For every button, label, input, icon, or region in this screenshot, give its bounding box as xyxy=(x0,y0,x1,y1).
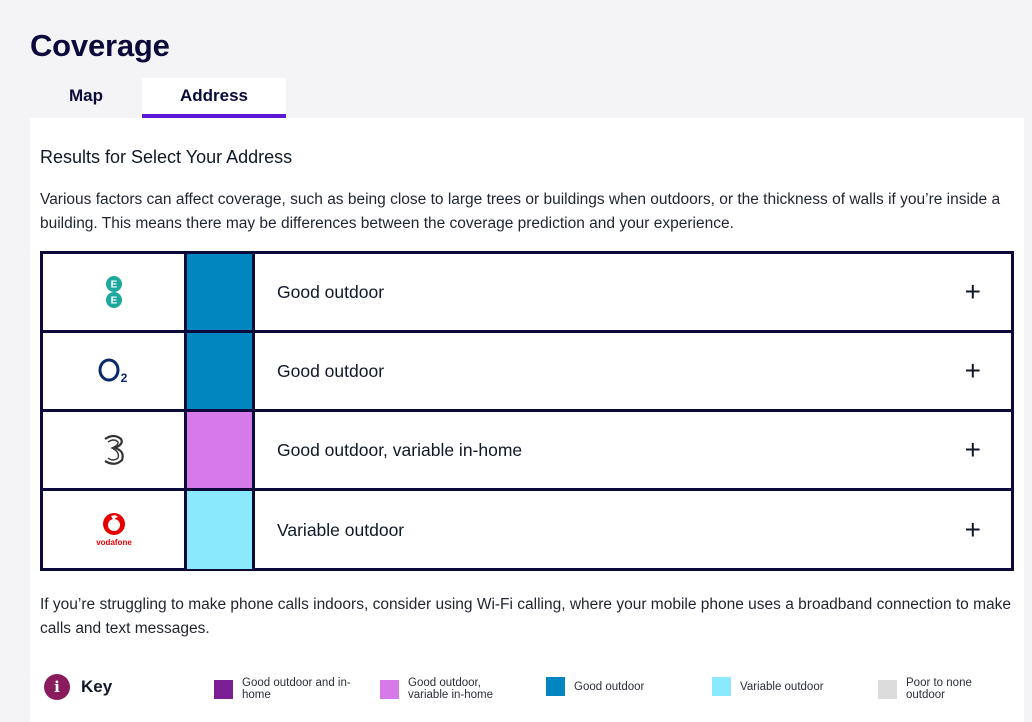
coverage-swatch xyxy=(187,254,255,330)
key-item: Poor to none outdoor xyxy=(878,677,1006,701)
key-label: Good outdoor and in-home xyxy=(242,677,351,701)
coverage-status: Variable outdoor xyxy=(277,519,405,540)
network-row-ee[interactable]: E E Good outdoor + xyxy=(43,254,1011,333)
tab-map[interactable]: Map xyxy=(69,86,103,105)
network-row-o2[interactable]: 2 Good outdoor + xyxy=(43,333,1011,412)
coverage-disclaimer: Various factors can affect coverage, suc… xyxy=(40,191,1001,232)
coverage-key: i Key Good outdoor and in-home Good outd… xyxy=(44,674,1014,704)
tab-bar: Map Address xyxy=(30,78,286,118)
expand-plus-icon[interactable]: + xyxy=(964,355,981,386)
o2-logo-icon: 2 xyxy=(98,358,127,385)
key-swatch xyxy=(546,677,565,696)
ee-logo-icon: E E xyxy=(105,276,122,308)
coverage-swatch xyxy=(187,333,255,409)
key-item: Good outdoor xyxy=(546,677,689,696)
key-swatch xyxy=(878,679,897,699)
coverage-table: E E Good outdoor + 2 Good outdoor + xyxy=(40,251,1014,571)
key-swatch xyxy=(214,679,233,699)
key-swatch xyxy=(712,677,731,696)
key-label: Good outdoor xyxy=(574,680,645,693)
coverage-status: Good outdoor xyxy=(277,360,385,381)
key-item: Good outdoor, variable in-home xyxy=(380,677,523,701)
info-icon[interactable]: i xyxy=(44,674,70,700)
results-title: Results for Select Your Address xyxy=(40,147,293,167)
o2-logo-cell: 2 xyxy=(43,333,187,409)
svg-text:E: E xyxy=(110,296,117,307)
key-item: Good outdoor and in-home xyxy=(214,677,357,701)
coverage-status: Good outdoor xyxy=(277,281,385,302)
coverage-swatch xyxy=(187,412,255,488)
svg-text:E: E xyxy=(110,280,117,291)
key-item: Variable outdoor xyxy=(712,677,855,696)
vodafone-logo-icon: vodafone xyxy=(96,513,132,547)
svg-text:2: 2 xyxy=(120,371,127,385)
three-logo-cell xyxy=(43,412,187,488)
network-row-vodafone[interactable]: vodafone Variable outdoor + xyxy=(43,491,1011,569)
key-label: Poor to none outdoor xyxy=(906,677,972,701)
results-panel: Results for Select Your Address Various … xyxy=(30,118,1024,722)
expand-plus-icon[interactable]: + xyxy=(964,434,981,465)
svg-text:vodafone: vodafone xyxy=(96,538,132,547)
vodafone-logo-cell: vodafone xyxy=(43,491,187,569)
tab-address[interactable]: Address xyxy=(142,78,286,118)
key-swatch xyxy=(380,679,399,699)
expand-plus-icon[interactable]: + xyxy=(964,514,981,545)
coverage-status-cell: Good outdoor + xyxy=(255,254,1011,330)
key-title: Key xyxy=(81,677,113,696)
three-logo-icon xyxy=(103,434,124,465)
page-title: Coverage xyxy=(30,28,170,63)
coverage-swatch xyxy=(187,491,255,569)
coverage-status-cell: Variable outdoor + xyxy=(255,491,1011,569)
ee-logo-cell: E E xyxy=(43,254,187,330)
coverage-status-cell: Good outdoor, variable in-home + xyxy=(255,412,1011,488)
wifi-calling-note: If you’re struggling to make phone calls… xyxy=(40,596,1012,637)
key-label: Variable outdoor xyxy=(740,680,824,693)
key-label: Good outdoor, variable in-home xyxy=(408,677,494,701)
coverage-status: Good outdoor, variable in-home xyxy=(277,439,523,460)
expand-plus-icon[interactable]: + xyxy=(964,276,981,307)
network-row-three[interactable]: Good outdoor, variable in-home + xyxy=(43,412,1011,491)
coverage-status-cell: Good outdoor + xyxy=(255,333,1011,409)
